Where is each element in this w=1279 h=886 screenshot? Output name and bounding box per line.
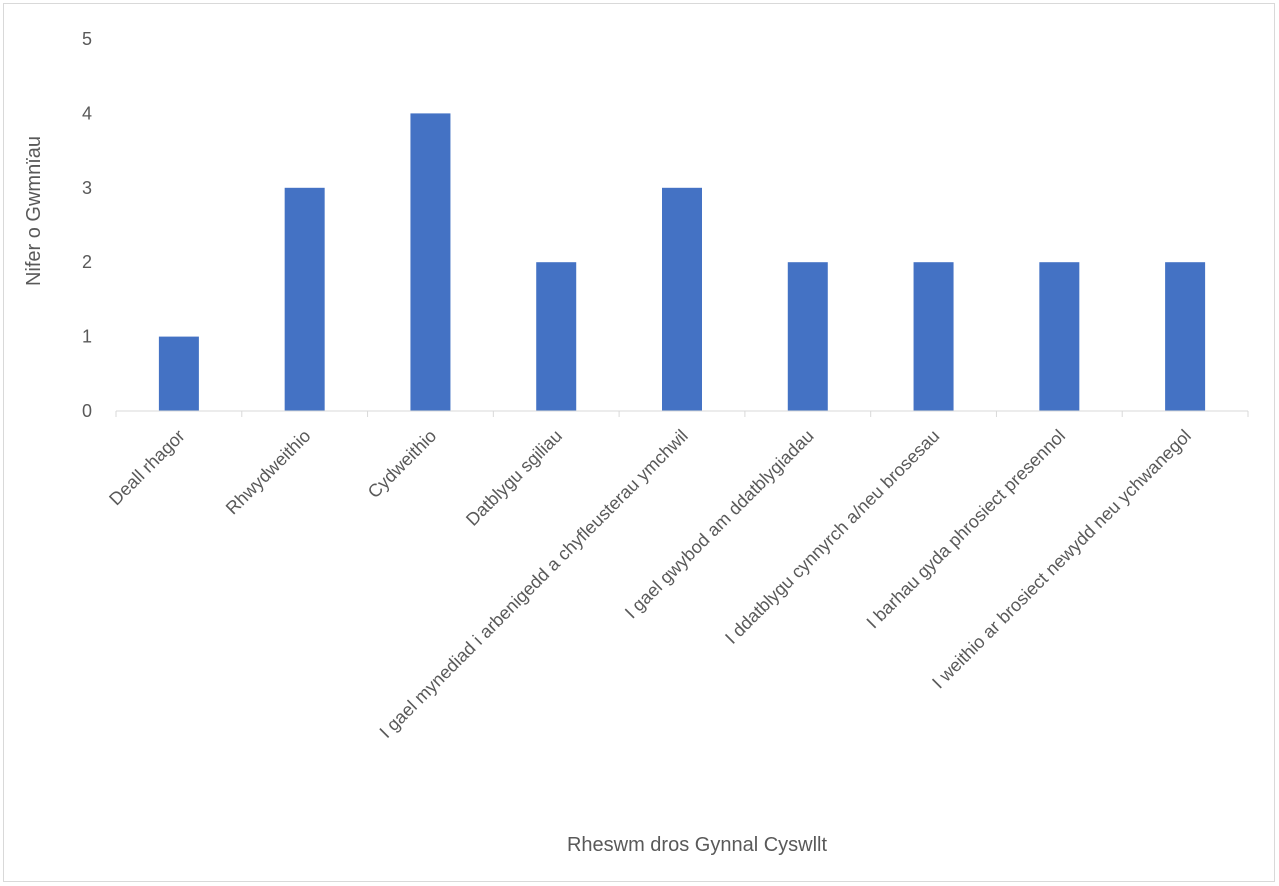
y-tick-label: 5 <box>82 29 92 49</box>
x-tick-label: I barhau gyda phrosiect presennol <box>863 426 1070 633</box>
bar <box>536 262 577 411</box>
x-tick-label: I ddatblygu cynnyrch a/neu brosesau <box>721 426 943 648</box>
x-tick-label: Datblygu sgiliau <box>462 426 566 530</box>
y-tick-label: 0 <box>82 401 92 421</box>
y-axis-title: Nifer o Gwmnïau <box>23 136 45 286</box>
x-tick-label: Deall rhagor <box>105 426 188 509</box>
bar <box>410 113 451 412</box>
chart-area <box>3 3 1275 882</box>
y-tick-label: 2 <box>82 252 92 272</box>
x-tick-label: Cydweithio <box>364 426 440 502</box>
x-axis-ticks: Deall rhagor Rhwydweithio Cydweithio Datbly… <box>105 411 1249 742</box>
bar <box>1039 262 1080 411</box>
bar <box>662 187 702 411</box>
bar <box>284 187 325 411</box>
x-tick-label: Rhwydweithio <box>222 426 315 519</box>
y-axis-ticks: 0 1 2 3 4 5 <box>82 29 92 421</box>
y-tick-label: 1 <box>82 327 92 347</box>
bar <box>787 262 828 411</box>
y-tick-label: 4 <box>82 103 92 123</box>
x-axis-title: Rheswm dros Gynnal Cyswllt <box>567 834 828 856</box>
bar-series <box>158 113 1206 412</box>
bar <box>913 262 954 411</box>
bar <box>1165 262 1206 411</box>
y-tick-label: 3 <box>82 178 92 198</box>
bar <box>158 336 199 411</box>
x-tick-label: I weithio ar brosiect newydd neu ychwane… <box>928 426 1195 693</box>
